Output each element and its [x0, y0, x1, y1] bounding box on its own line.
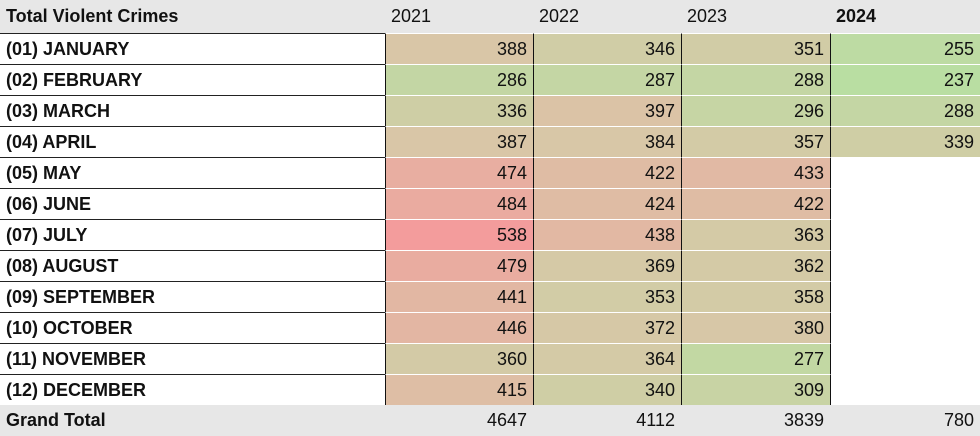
month-label: (03) MARCH	[0, 95, 385, 126]
value-cell: 479	[385, 250, 533, 281]
value-cell: 358	[681, 281, 830, 312]
value-cell	[830, 312, 980, 343]
value-cell	[830, 343, 980, 374]
value-cell: 484	[385, 188, 533, 219]
month-label: (07) JULY	[0, 219, 385, 250]
value-cell: 369	[533, 250, 681, 281]
value-cell: 415	[385, 374, 533, 405]
value-cell: 287	[533, 64, 681, 95]
month-label: (12) DECEMBER	[0, 374, 385, 405]
value-cell: 397	[533, 95, 681, 126]
value-cell: 288	[830, 95, 980, 126]
value-cell: 336	[385, 95, 533, 126]
month-label: (06) JUNE	[0, 188, 385, 219]
month-label: (09) SEPTEMBER	[0, 281, 385, 312]
year-header: 2023	[681, 0, 830, 33]
value-cell: 474	[385, 157, 533, 188]
value-cell: 422	[533, 157, 681, 188]
table-title: Total Violent Crimes	[0, 0, 385, 33]
value-cell: 387	[385, 126, 533, 157]
value-cell: 438	[533, 219, 681, 250]
total-value: 4647	[385, 405, 533, 436]
value-cell: 380	[681, 312, 830, 343]
value-cell: 277	[681, 343, 830, 374]
value-cell: 255	[830, 33, 980, 64]
total-value: 4112	[533, 405, 681, 436]
total-value: 3839	[681, 405, 830, 436]
month-label: (05) MAY	[0, 157, 385, 188]
value-cell: 346	[533, 33, 681, 64]
value-cell: 237	[830, 64, 980, 95]
value-cell	[830, 281, 980, 312]
total-label: Grand Total	[0, 405, 385, 436]
value-cell: 340	[533, 374, 681, 405]
month-label: (08) AUGUST	[0, 250, 385, 281]
year-header: 2021	[385, 0, 533, 33]
value-cell: 296	[681, 95, 830, 126]
value-cell	[830, 219, 980, 250]
value-cell: 363	[681, 219, 830, 250]
total-value: 780	[830, 405, 980, 436]
value-cell: 441	[385, 281, 533, 312]
month-label: (02) FEBRUARY	[0, 64, 385, 95]
month-label: (11) NOVEMBER	[0, 343, 385, 374]
value-cell: 309	[681, 374, 830, 405]
value-cell: 372	[533, 312, 681, 343]
value-cell: 433	[681, 157, 830, 188]
value-cell	[830, 250, 980, 281]
value-cell: 339	[830, 126, 980, 157]
value-cell: 360	[385, 343, 533, 374]
month-label: (04) APRIL	[0, 126, 385, 157]
value-cell	[830, 374, 980, 405]
value-cell: 538	[385, 219, 533, 250]
year-header: 2022	[533, 0, 681, 33]
value-cell: 424	[533, 188, 681, 219]
value-cell: 357	[681, 126, 830, 157]
value-cell: 388	[385, 33, 533, 64]
value-cell: 351	[681, 33, 830, 64]
value-cell: 353	[533, 281, 681, 312]
value-cell: 384	[533, 126, 681, 157]
value-cell: 364	[533, 343, 681, 374]
value-cell: 286	[385, 64, 533, 95]
value-cell: 362	[681, 250, 830, 281]
month-label: (01) JANUARY	[0, 33, 385, 64]
value-cell	[830, 157, 980, 188]
value-cell	[830, 188, 980, 219]
month-label: (10) OCTOBER	[0, 312, 385, 343]
value-cell: 422	[681, 188, 830, 219]
year-header: 2024	[830, 0, 980, 33]
value-cell: 288	[681, 64, 830, 95]
value-cell: 446	[385, 312, 533, 343]
